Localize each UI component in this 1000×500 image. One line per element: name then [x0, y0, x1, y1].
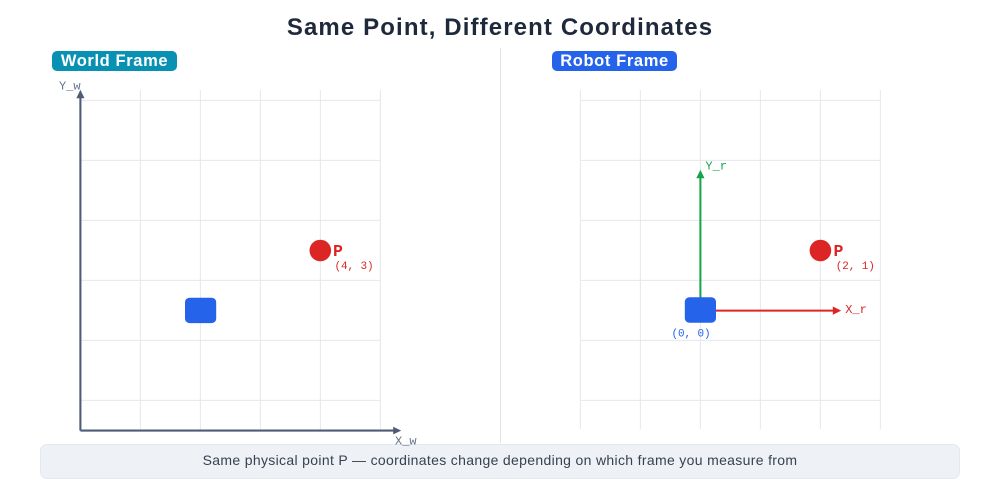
- svg-text:Y_r: Y_r: [705, 160, 727, 174]
- svg-text:P: P: [834, 242, 844, 261]
- svg-text:(4, 3): (4, 3): [335, 261, 374, 273]
- svg-text:X_w: X_w: [395, 435, 417, 449]
- svg-text:(0, 0): (0, 0): [672, 329, 711, 341]
- svg-text:Y_w: Y_w: [59, 80, 81, 94]
- svg-text:(2, 1): (2, 1): [836, 261, 875, 273]
- svg-text:X_r: X_r: [845, 303, 867, 317]
- svg-text:P: P: [333, 242, 343, 261]
